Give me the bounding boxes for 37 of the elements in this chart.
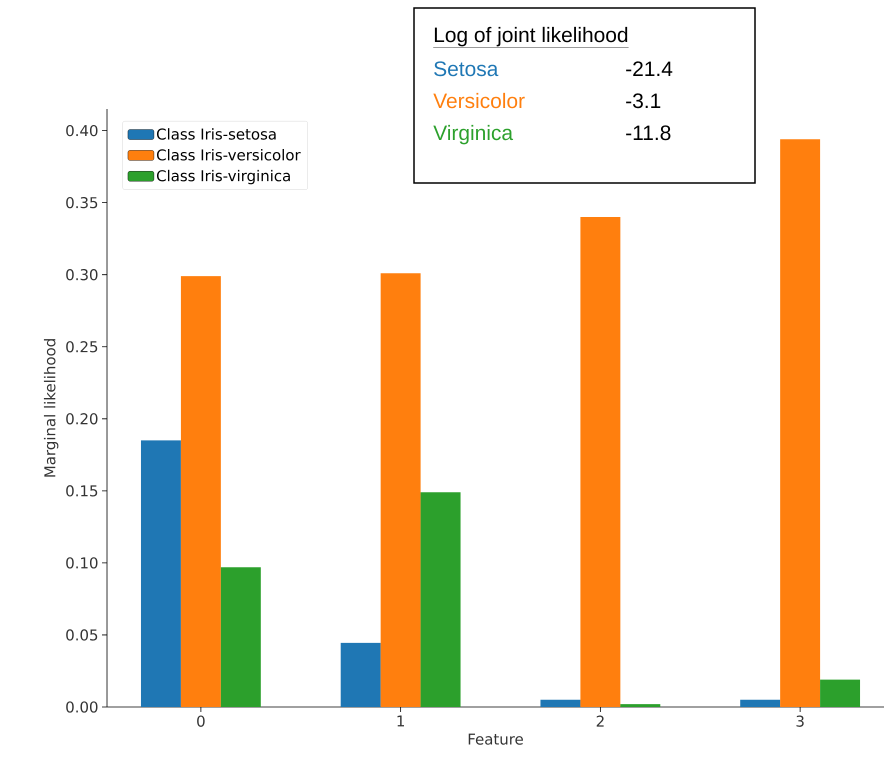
text: Log of joint likelihood bbox=[434, 26, 628, 46]
bar bbox=[380, 273, 421, 707]
y-tick-label: 0.35 bbox=[66, 196, 98, 208]
text: Versicolor bbox=[433, 92, 525, 108]
bar bbox=[820, 680, 860, 707]
text: -3.1 bbox=[626, 93, 660, 108]
x-axis-title: Feature bbox=[468, 734, 523, 745]
bar bbox=[580, 217, 620, 707]
y-tick-label: 0.10 bbox=[66, 557, 98, 569]
x-tick-label: 1 bbox=[398, 716, 404, 726]
x-tick-label: 3 bbox=[796, 716, 804, 727]
y-tick-label: 0.15 bbox=[66, 485, 98, 496]
annotation: -11.8 bbox=[626, 125, 670, 140]
bar bbox=[180, 276, 221, 707]
y-tick-label: 0.30 bbox=[66, 269, 98, 280]
y-axis-title: Marginal likelihood bbox=[44, 339, 58, 477]
x-tick-label: 2 bbox=[596, 716, 604, 727]
bar bbox=[420, 492, 461, 707]
text: Setosa bbox=[434, 61, 498, 76]
text: -21.4 bbox=[626, 61, 672, 76]
bar bbox=[780, 139, 820, 707]
y-tick-label: 0.05 bbox=[66, 629, 98, 641]
bar bbox=[220, 567, 261, 707]
bar bbox=[140, 440, 181, 707]
bar bbox=[540, 700, 580, 707]
annotation: Virginica bbox=[433, 124, 514, 144]
legend-label: Class Iris-virginica bbox=[156, 170, 290, 184]
y-tick-label: 0.25 bbox=[66, 341, 98, 352]
legend-label: Class Iris-setosa bbox=[156, 128, 276, 140]
bar bbox=[340, 642, 381, 707]
y-tick-label: 0.40 bbox=[66, 124, 98, 136]
bar bbox=[620, 704, 660, 707]
x-tick-label: 0 bbox=[197, 716, 205, 727]
bar bbox=[740, 700, 780, 707]
y-tick-label: 0.20 bbox=[66, 413, 98, 424]
y-tick-label: 0.00 bbox=[66, 701, 98, 713]
legend-label: Class Iris-versicolor bbox=[156, 148, 301, 161]
